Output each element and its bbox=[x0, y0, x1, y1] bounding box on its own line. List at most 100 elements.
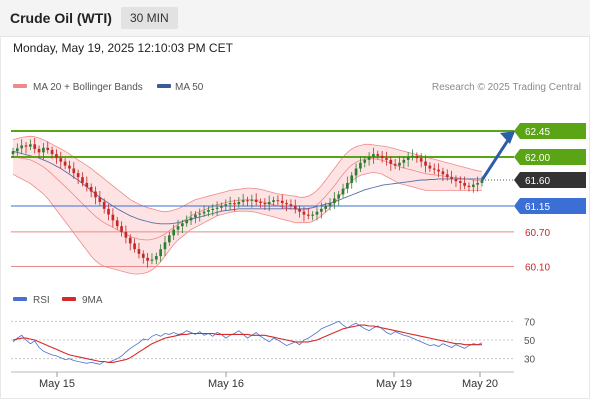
candle-body bbox=[259, 201, 262, 204]
candle bbox=[72, 162, 76, 179]
level-label-61-60: 61.60 bbox=[514, 172, 586, 189]
candle-body bbox=[198, 213, 202, 215]
candle bbox=[29, 139, 32, 151]
candle bbox=[150, 253, 154, 265]
candle-body bbox=[24, 145, 28, 147]
candle-body bbox=[124, 231, 128, 238]
candle-body bbox=[16, 148, 19, 152]
candle-body bbox=[306, 214, 310, 216]
candle bbox=[389, 156, 393, 171]
candle-body bbox=[185, 220, 189, 224]
candle-body bbox=[146, 257, 149, 261]
candle bbox=[341, 183, 345, 198]
candle bbox=[441, 167, 445, 182]
candle bbox=[450, 170, 453, 184]
candle-body bbox=[211, 208, 215, 210]
candle bbox=[406, 152, 410, 167]
candle-body bbox=[94, 191, 97, 198]
candle-body bbox=[458, 181, 462, 183]
time-tick-label: May 19 bbox=[376, 378, 412, 390]
candle bbox=[476, 176, 479, 192]
candle-body bbox=[76, 173, 80, 178]
candle-body bbox=[424, 161, 427, 166]
level-label-62-00: 62.00 bbox=[514, 148, 586, 165]
candle-body bbox=[385, 158, 388, 160]
candle bbox=[393, 159, 397, 170]
candle bbox=[276, 195, 280, 206]
candle bbox=[228, 196, 232, 210]
candle-body bbox=[237, 201, 241, 205]
candle-body bbox=[224, 204, 228, 206]
candle-body bbox=[220, 205, 223, 208]
candle bbox=[437, 163, 440, 178]
candle bbox=[185, 215, 189, 227]
candle bbox=[263, 198, 267, 210]
candle bbox=[415, 152, 419, 163]
candle bbox=[20, 139, 24, 155]
candle-body bbox=[181, 223, 184, 227]
candle-body bbox=[289, 204, 293, 206]
bollinger-legend-label: MA 20 + Bollinger Bands bbox=[33, 82, 143, 93]
candle bbox=[302, 206, 306, 222]
candle-body bbox=[137, 249, 141, 254]
candle bbox=[163, 235, 167, 257]
level-tag bbox=[514, 197, 586, 214]
candle-body bbox=[81, 177, 84, 183]
candle-body bbox=[89, 186, 93, 192]
timeframe-badge[interactable]: 30 MIN bbox=[121, 7, 178, 29]
candle bbox=[89, 183, 93, 198]
rsi-tick-label: 50 bbox=[524, 336, 536, 347]
candle-body bbox=[189, 217, 193, 221]
candle-body bbox=[354, 168, 358, 176]
candle bbox=[59, 151, 63, 169]
candle-body bbox=[115, 220, 119, 227]
candle-body bbox=[445, 174, 449, 178]
candle-body bbox=[267, 201, 271, 205]
candle bbox=[402, 156, 406, 169]
candle bbox=[241, 193, 245, 207]
level-tag-text: 62.00 bbox=[525, 153, 550, 164]
candle-body bbox=[380, 155, 384, 159]
candle-body bbox=[20, 145, 24, 149]
candle-body bbox=[33, 144, 37, 149]
candle bbox=[124, 225, 128, 244]
candle-body bbox=[59, 158, 63, 162]
candle-body bbox=[141, 253, 145, 258]
candle bbox=[328, 198, 332, 211]
level-tag bbox=[514, 172, 586, 189]
candle bbox=[267, 195, 271, 212]
candle-body bbox=[389, 159, 393, 164]
candle bbox=[172, 224, 176, 240]
candle-body bbox=[46, 147, 50, 151]
candle-body bbox=[350, 175, 354, 183]
candle bbox=[411, 149, 414, 161]
candle-body bbox=[241, 200, 245, 202]
candle bbox=[454, 175, 458, 187]
candle-body bbox=[376, 154, 380, 156]
candle bbox=[107, 203, 110, 221]
candle-body bbox=[207, 210, 210, 212]
candle-body bbox=[272, 200, 275, 202]
candle bbox=[141, 250, 145, 264]
candle bbox=[207, 206, 210, 217]
candle bbox=[211, 203, 215, 216]
candle bbox=[11, 147, 15, 158]
candle bbox=[324, 202, 328, 213]
level-label-62-45: 62.45 bbox=[514, 123, 586, 140]
forecast-arrow-head bbox=[500, 131, 515, 145]
candle-body bbox=[333, 198, 336, 204]
candle bbox=[458, 176, 462, 190]
candle-body bbox=[29, 144, 32, 147]
candle-body bbox=[254, 199, 258, 202]
candle-body bbox=[215, 207, 219, 209]
price-legend: MA 20 + Bollinger Bands MA 50 Research ©… bbox=[13, 82, 581, 93]
ma50-legend-label: MA 50 bbox=[175, 82, 204, 93]
candle bbox=[33, 137, 37, 154]
candle-body bbox=[298, 208, 301, 212]
candle bbox=[419, 153, 423, 168]
level-label-60-10: 60.10 bbox=[525, 262, 550, 273]
candle-body bbox=[293, 205, 297, 209]
candle-body bbox=[72, 168, 76, 174]
candle bbox=[398, 156, 401, 171]
candle bbox=[298, 205, 301, 218]
